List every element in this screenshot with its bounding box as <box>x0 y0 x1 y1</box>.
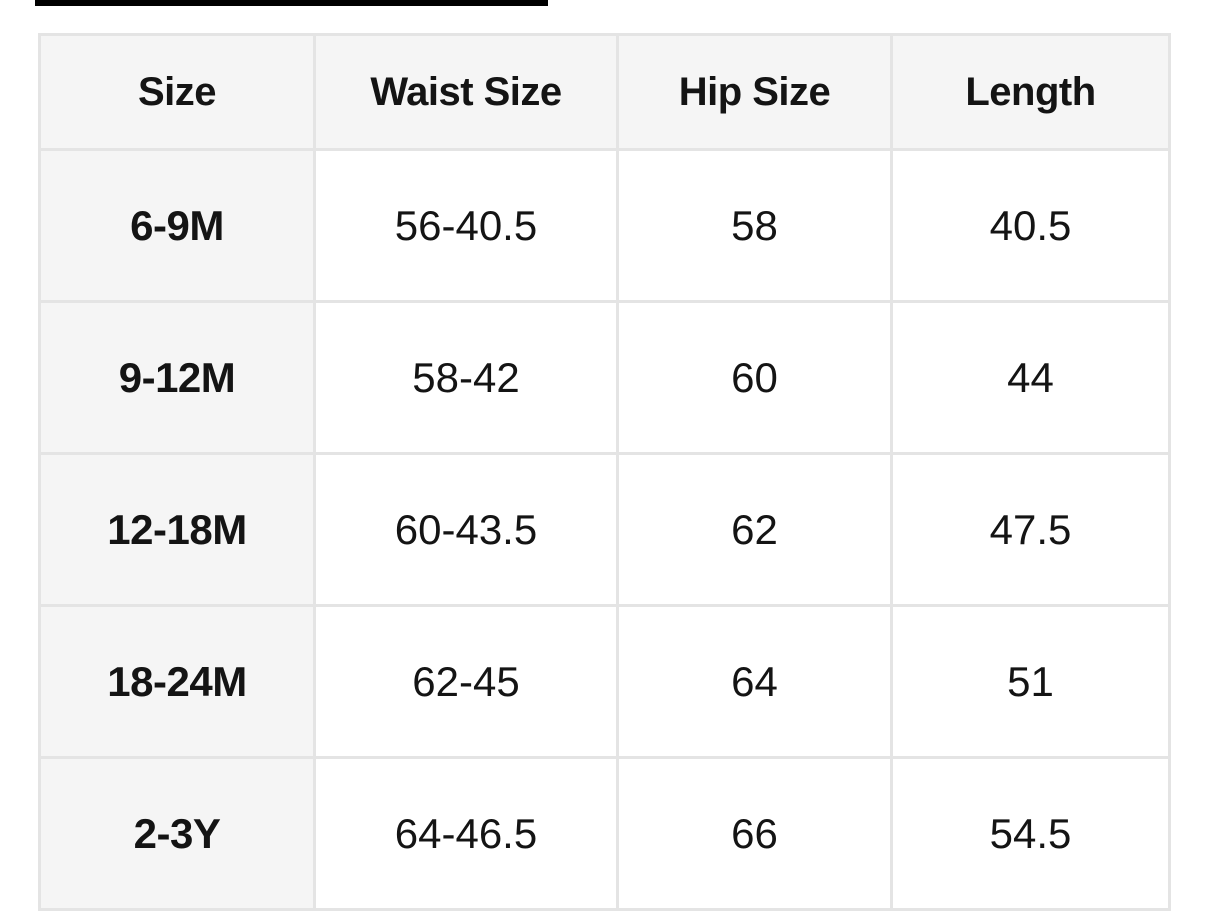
table-row: 9-12M 58-42 60 44 <box>38 300 1171 455</box>
size-chart-table: Size Waist Size Hip Size Length 6-9M 56-… <box>38 33 1171 911</box>
cell-hip: 66 <box>616 756 893 911</box>
cell-length: 44 <box>890 300 1171 455</box>
cell-length: 47.5 <box>890 452 1171 607</box>
cell-waist: 64-46.5 <box>313 756 619 911</box>
row-label: 6-9M <box>38 148 316 303</box>
row-label: 2-3Y <box>38 756 316 911</box>
row-label: 18-24M <box>38 604 316 759</box>
table-row: 18-24M 62-45 64 51 <box>38 604 1171 759</box>
cell-length: 40.5 <box>890 148 1171 303</box>
header-cell-size: Size <box>38 33 316 151</box>
cell-waist: 62-45 <box>313 604 619 759</box>
top-black-bar <box>35 0 548 6</box>
header-cell-length: Length <box>890 33 1171 151</box>
row-label: 9-12M <box>38 300 316 455</box>
table-row: 6-9M 56-40.5 58 40.5 <box>38 148 1171 303</box>
cell-length: 54.5 <box>890 756 1171 911</box>
cell-hip: 62 <box>616 452 893 607</box>
header-cell-waist: Waist Size <box>313 33 619 151</box>
cell-hip: 64 <box>616 604 893 759</box>
cell-waist: 60-43.5 <box>313 452 619 607</box>
cell-waist: 58-42 <box>313 300 619 455</box>
cell-waist: 56-40.5 <box>313 148 619 303</box>
header-row: Size Waist Size Hip Size Length <box>38 33 1171 151</box>
header-cell-hip: Hip Size <box>616 33 893 151</box>
cell-length: 51 <box>890 604 1171 759</box>
cell-hip: 60 <box>616 300 893 455</box>
cell-hip: 58 <box>616 148 893 303</box>
row-label: 12-18M <box>38 452 316 607</box>
table-row: 12-18M 60-43.5 62 47.5 <box>38 452 1171 607</box>
table-row: 2-3Y 64-46.5 66 54.5 <box>38 756 1171 911</box>
